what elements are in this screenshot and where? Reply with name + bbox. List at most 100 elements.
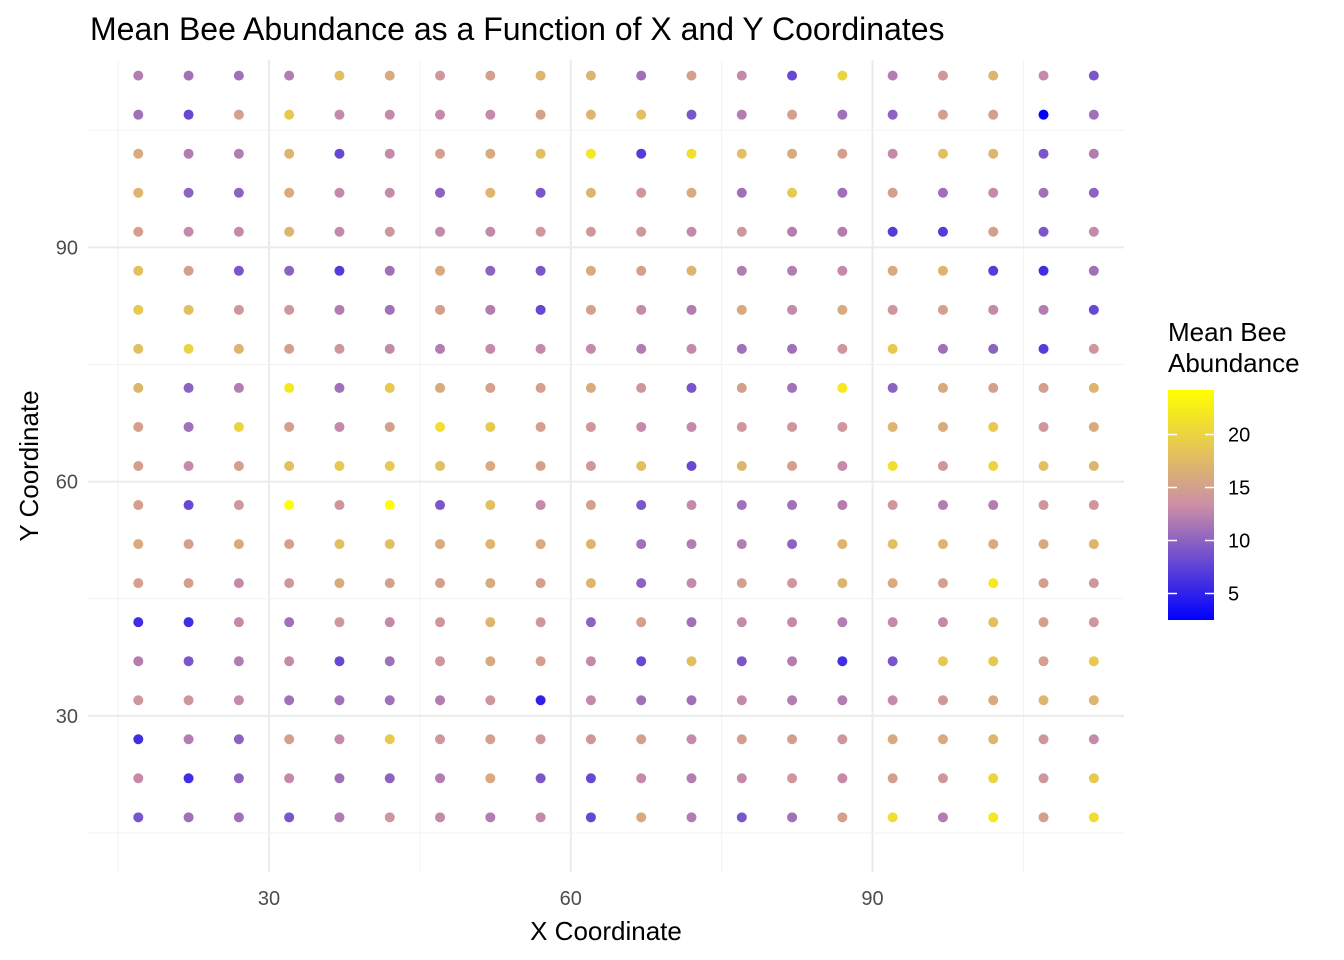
- data-point: [334, 148, 345, 159]
- data-point: [1088, 382, 1099, 393]
- data-point: [334, 773, 345, 784]
- data-point: [837, 343, 848, 354]
- data-point: [435, 500, 446, 511]
- data-point: [787, 70, 798, 81]
- data-point: [183, 617, 194, 628]
- y-tick-label: 30: [56, 706, 78, 728]
- data-point: [183, 578, 194, 589]
- data-point: [1088, 304, 1099, 315]
- data-point: [837, 226, 848, 237]
- data-point: [284, 148, 295, 159]
- data-point: [736, 578, 747, 589]
- data-point: [133, 812, 144, 823]
- data-point: [787, 578, 798, 589]
- data-point: [284, 265, 295, 276]
- data-point: [686, 382, 697, 393]
- data-point: [1088, 109, 1099, 120]
- data-point: [535, 656, 546, 667]
- data-point: [1038, 617, 1049, 628]
- data-point: [837, 773, 848, 784]
- data-point: [384, 148, 395, 159]
- data-point: [837, 734, 848, 745]
- data-point: [837, 500, 848, 511]
- data-point: [1088, 539, 1099, 550]
- data-point: [334, 578, 345, 589]
- data-point: [686, 343, 697, 354]
- data-point: [585, 187, 596, 198]
- data-point: [435, 187, 446, 198]
- data-point: [233, 382, 244, 393]
- legend-tick-label: 5: [1228, 584, 1239, 606]
- data-point: [988, 421, 999, 432]
- data-point: [585, 304, 596, 315]
- data-point: [435, 773, 446, 784]
- data-point: [1088, 343, 1099, 354]
- data-point: [1088, 500, 1099, 511]
- data-point: [535, 148, 546, 159]
- data-point: [887, 187, 898, 198]
- data-point: [988, 734, 999, 745]
- data-point: [937, 226, 948, 237]
- data-point: [686, 226, 697, 237]
- data-point: [384, 226, 395, 237]
- data-point: [837, 539, 848, 550]
- data-point: [1088, 695, 1099, 706]
- data-point: [1088, 812, 1099, 823]
- data-point: [334, 461, 345, 471]
- data-point: [435, 695, 446, 706]
- data-point: [887, 109, 898, 120]
- data-point: [334, 500, 345, 511]
- data-point: [736, 304, 747, 315]
- data-point: [535, 578, 546, 589]
- data-point: [887, 656, 898, 667]
- data-point: [384, 773, 395, 784]
- data-point: [887, 539, 898, 550]
- data-point: [1088, 734, 1099, 745]
- legend-tick-label: 20: [1228, 425, 1250, 447]
- data-point: [1038, 656, 1049, 667]
- data-point: [133, 539, 144, 550]
- data-point: [334, 304, 345, 315]
- data-point: [1088, 226, 1099, 237]
- data-point: [485, 734, 496, 745]
- data-point: [887, 304, 898, 315]
- data-point: [485, 265, 496, 276]
- data-point: [384, 382, 395, 393]
- chart-title: Mean Bee Abundance as a Function of X an…: [90, 11, 945, 47]
- data-point: [1038, 148, 1049, 159]
- data-point: [233, 343, 244, 354]
- data-point: [787, 500, 798, 511]
- data-point: [183, 343, 194, 354]
- data-point: [787, 734, 798, 745]
- legend-tick-label: 10: [1228, 531, 1250, 553]
- data-point: [334, 343, 345, 354]
- data-point: [183, 304, 194, 315]
- data-point: [736, 500, 747, 511]
- data-point: [334, 226, 345, 237]
- data-point: [485, 773, 496, 784]
- data-point: [384, 343, 395, 354]
- data-point: [133, 617, 144, 628]
- data-point: [1088, 656, 1099, 667]
- data-point: [284, 500, 295, 511]
- data-point: [585, 109, 596, 120]
- data-point: [485, 70, 496, 81]
- data-point: [384, 265, 395, 276]
- data-point: [334, 656, 345, 667]
- data-point: [988, 578, 999, 589]
- data-point: [435, 421, 446, 432]
- data-point: [1088, 187, 1099, 198]
- data-point: [233, 617, 244, 628]
- data-point: [1088, 70, 1099, 81]
- x-tick-label: 60: [560, 888, 582, 910]
- data-point: [837, 421, 848, 432]
- data-point: [384, 812, 395, 823]
- data-point: [384, 539, 395, 550]
- data-point: [937, 187, 948, 198]
- data-point: [384, 304, 395, 315]
- data-point: [736, 148, 747, 159]
- data-point: [535, 539, 546, 550]
- data-point: [988, 773, 999, 784]
- data-point: [183, 70, 194, 81]
- data-point: [1038, 539, 1049, 550]
